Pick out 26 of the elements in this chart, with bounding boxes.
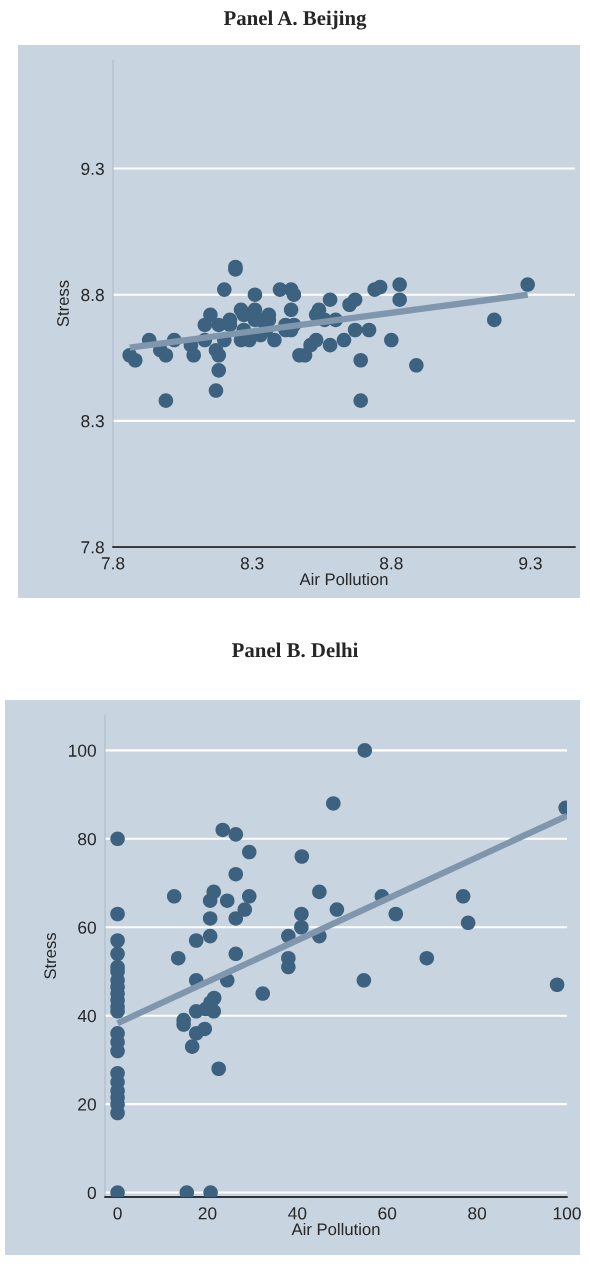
- x-tick-label: 100: [553, 1207, 581, 1220]
- chart-title: Panel A. Beijing: [223, 10, 367, 30]
- y-tick-label: 0: [87, 1186, 96, 1200]
- y-tick-label: 7.8: [81, 541, 104, 554]
- x-axis-title: Air Pollution: [299, 572, 388, 586]
- y-tick-label: 100: [69, 744, 96, 757]
- y-tick-label: 20: [78, 1098, 96, 1111]
- x-tick-label: 80: [468, 1207, 487, 1220]
- x-tick-label: 60: [378, 1207, 397, 1220]
- x-tick-label: 7.8: [101, 557, 125, 570]
- x-axis-title: Air Pollution: [291, 1222, 380, 1236]
- y-tick-label: 8.8: [81, 288, 104, 302]
- x-tick-label: 20: [198, 1207, 217, 1220]
- x-tick-label: 8.3: [240, 557, 264, 570]
- x-tick-label: 8.8: [380, 557, 403, 570]
- x-tick-label: 0: [113, 1207, 122, 1220]
- y-tick-label: 8.3: [81, 415, 104, 428]
- y-axis-title: Stress: [44, 932, 57, 979]
- y-tick-label: 80: [78, 832, 96, 846]
- chart-title: Panel B. Delhi: [231, 642, 359, 658]
- y-tick-label: 60: [78, 921, 96, 934]
- y-tick-label: 40: [77, 1009, 96, 1023]
- x-tick-label: 9.3: [519, 557, 542, 570]
- x-tick-label: 40: [288, 1207, 307, 1220]
- y-tick-label: 9.3: [81, 162, 104, 175]
- y-axis-title: Stress: [57, 280, 69, 327]
